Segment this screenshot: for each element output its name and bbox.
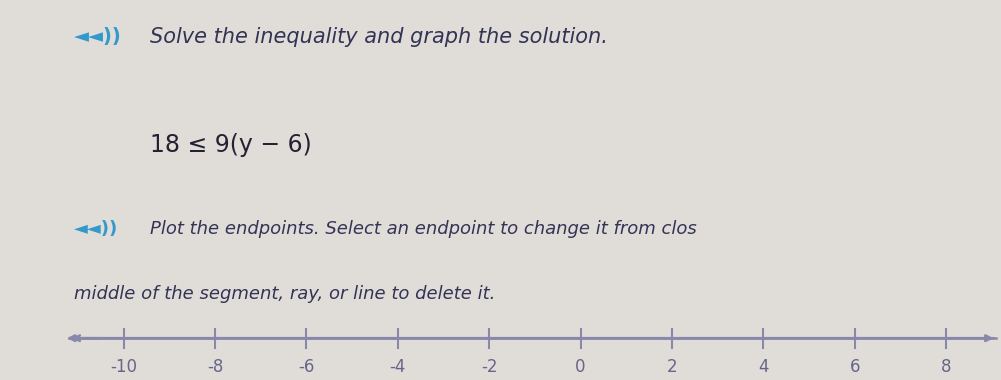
- Text: -2: -2: [480, 358, 497, 376]
- Text: 6: 6: [850, 358, 860, 376]
- Text: 4: 4: [758, 358, 769, 376]
- Text: 18 ≤ 9(y − 6): 18 ≤ 9(y − 6): [150, 133, 311, 157]
- Text: ◄◄)): ◄◄)): [74, 220, 118, 238]
- Text: middle of the segment, ray, or line to delete it.: middle of the segment, ray, or line to d…: [74, 285, 495, 303]
- Text: -8: -8: [207, 358, 223, 376]
- Text: 2: 2: [667, 358, 678, 376]
- Text: Solve the inequality and graph the solution.: Solve the inequality and graph the solut…: [150, 27, 608, 47]
- Text: -6: -6: [298, 358, 314, 376]
- Text: -10: -10: [110, 358, 137, 376]
- Text: -4: -4: [389, 358, 406, 376]
- Text: ◄◄)): ◄◄)): [74, 27, 122, 46]
- Text: Plot the endpoints. Select an endpoint to change it from clos: Plot the endpoints. Select an endpoint t…: [150, 220, 697, 238]
- Text: 0: 0: [576, 358, 586, 376]
- Text: 8: 8: [941, 358, 951, 376]
